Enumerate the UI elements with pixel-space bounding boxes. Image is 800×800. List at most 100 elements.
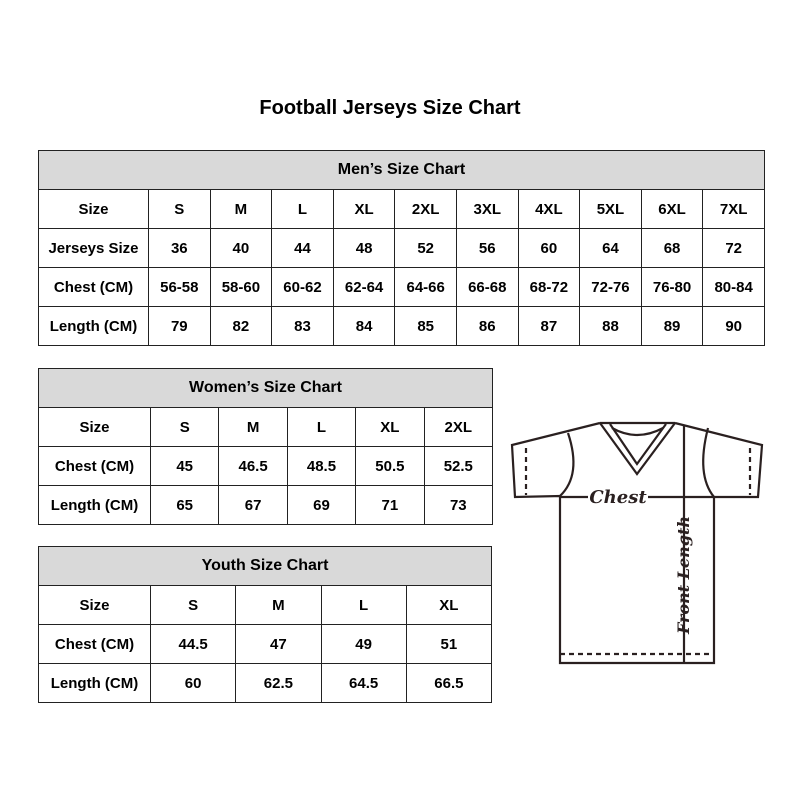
table-cell: 66.5 — [405, 663, 493, 703]
table-cell: 84 — [332, 306, 396, 346]
table-cell: 88 — [579, 306, 642, 346]
table-cell: 6XL — [640, 189, 704, 229]
table-cell: 44.5 — [149, 624, 237, 664]
table-cell: 66-68 — [455, 267, 519, 307]
table-cell: 51 — [405, 624, 493, 664]
row-label: Length (CM) — [38, 663, 151, 703]
table-cell: 52 — [394, 228, 457, 268]
table-cell: 64.5 — [320, 663, 407, 703]
youth-size-table: Youth Size Chart Size S M L XL Chest (CM) 44.5 4… — [37, 546, 493, 703]
table-cell: 73 — [423, 485, 494, 525]
table-cell: 49 — [320, 624, 407, 664]
table-row: Chest (CM) 44.5 47 49 51 — [38, 624, 493, 664]
table-cell: M — [209, 189, 273, 229]
table-cell: S — [149, 585, 237, 625]
table-cell: 48 — [332, 228, 396, 268]
table-cell: S — [149, 407, 220, 447]
table-cell: 82 — [209, 306, 273, 346]
table-cell: L — [320, 585, 407, 625]
table-cell: 47 — [235, 624, 322, 664]
table-cell: 62.5 — [235, 663, 322, 703]
page-title: Football Jerseys Size Chart — [259, 97, 521, 119]
table-cell: 80-84 — [702, 267, 765, 307]
table-row: Size S M L XL — [38, 585, 493, 625]
row-label: Chest (CM) — [38, 267, 149, 307]
table-row: Length (CM) 79 82 83 84 85 86 87 88 89 90 — [38, 306, 765, 346]
row-label: Size — [38, 585, 151, 625]
table-row: Length (CM) 65 67 69 71 73 — [38, 485, 494, 525]
table-cell: 62-64 — [332, 267, 396, 307]
table-heading-row: Youth Size Chart — [37, 546, 493, 586]
table-cell: 87 — [517, 306, 581, 346]
table-cell: 72 — [702, 228, 765, 268]
table-cell: M — [235, 585, 322, 625]
table-cell: 46.5 — [218, 446, 288, 486]
table-cell: 83 — [271, 306, 334, 346]
table-cell: 58-60 — [209, 267, 273, 307]
table-cell: 60-62 — [271, 267, 334, 307]
table-cell: 52.5 — [423, 446, 494, 486]
table-cell: 48.5 — [286, 446, 357, 486]
front-length-label: Front Length — [674, 516, 693, 635]
chest-label: Chest — [589, 487, 647, 508]
table-cell: 72-76 — [579, 267, 642, 307]
row-label: Length (CM) — [38, 485, 151, 525]
table-cell: 50.5 — [355, 446, 425, 486]
table-cell: L — [286, 407, 357, 447]
table-heading: Women’s Size Chart — [37, 368, 494, 408]
table-row: Size S M L XL 2XL — [38, 407, 494, 447]
row-label: Size — [38, 407, 151, 447]
table-cell: 7XL — [702, 189, 765, 229]
table-cell: 2XL — [423, 407, 494, 447]
table-cell: 64 — [579, 228, 642, 268]
table-cell: 3XL — [455, 189, 519, 229]
table-cell: 71 — [355, 485, 425, 525]
row-label: Chest (CM) — [38, 446, 151, 486]
table-cell: 60 — [149, 663, 237, 703]
row-label: Length (CM) — [38, 306, 149, 346]
table-cell: 5XL — [579, 189, 642, 229]
table-cell: M — [218, 407, 288, 447]
table-cell: 68 — [640, 228, 704, 268]
table-cell: 45 — [149, 446, 220, 486]
table-heading-row: Men’s Size Chart — [38, 150, 765, 190]
row-label: Jerseys Size — [38, 228, 149, 268]
table-cell: 89 — [640, 306, 704, 346]
table-row: Chest (CM) 56-58 58-60 60-62 62-64 64-66 66-68… — [38, 267, 765, 307]
table-cell: XL — [332, 189, 396, 229]
table-cell: 4XL — [517, 189, 581, 229]
table-heading: Youth Size Chart — [37, 546, 493, 586]
table-cell: 65 — [149, 485, 220, 525]
table-cell: 40 — [209, 228, 273, 268]
table-heading: Men’s Size Chart — [38, 150, 765, 190]
table-cell: XL — [405, 585, 493, 625]
table-cell: 69 — [286, 485, 357, 525]
table-cell: 90 — [702, 306, 765, 346]
row-label: Size — [38, 189, 149, 229]
table-cell: 85 — [394, 306, 457, 346]
table-cell: 67 — [218, 485, 288, 525]
table-row: Chest (CM) 45 46.5 48.5 50.5 52.5 — [38, 446, 494, 486]
jersey-diagram: Chest Front Length — [510, 421, 764, 665]
row-label: Chest (CM) — [38, 624, 151, 664]
table-cell: 68-72 — [517, 267, 581, 307]
table-cell: S — [148, 189, 211, 229]
table-cell: 60 — [517, 228, 581, 268]
table-cell: L — [271, 189, 334, 229]
table-cell: 79 — [148, 306, 211, 346]
table-cell: 56 — [455, 228, 519, 268]
table-cell: 64-66 — [394, 267, 457, 307]
table-cell: 56-58 — [148, 267, 211, 307]
table-heading-row: Women’s Size Chart — [37, 368, 494, 408]
table-row: Jerseys Size 36 40 44 48 52 56 60 64 68 72 — [38, 228, 765, 268]
table-cell: 76-80 — [640, 267, 704, 307]
table-cell: 2XL — [394, 189, 457, 229]
table-cell: 36 — [148, 228, 211, 268]
table-cell: 86 — [455, 306, 519, 346]
womens-size-table: Women’s Size Chart Size S M L XL 2XL Chest (CM)… — [37, 368, 494, 525]
table-row: Size S M L XL 2XL 3XL 4XL 5XL 6XL 7XL — [38, 189, 765, 229]
table-cell: 44 — [271, 228, 334, 268]
table-cell: XL — [355, 407, 425, 447]
table-row: Length (CM) 60 62.5 64.5 66.5 — [38, 663, 493, 703]
